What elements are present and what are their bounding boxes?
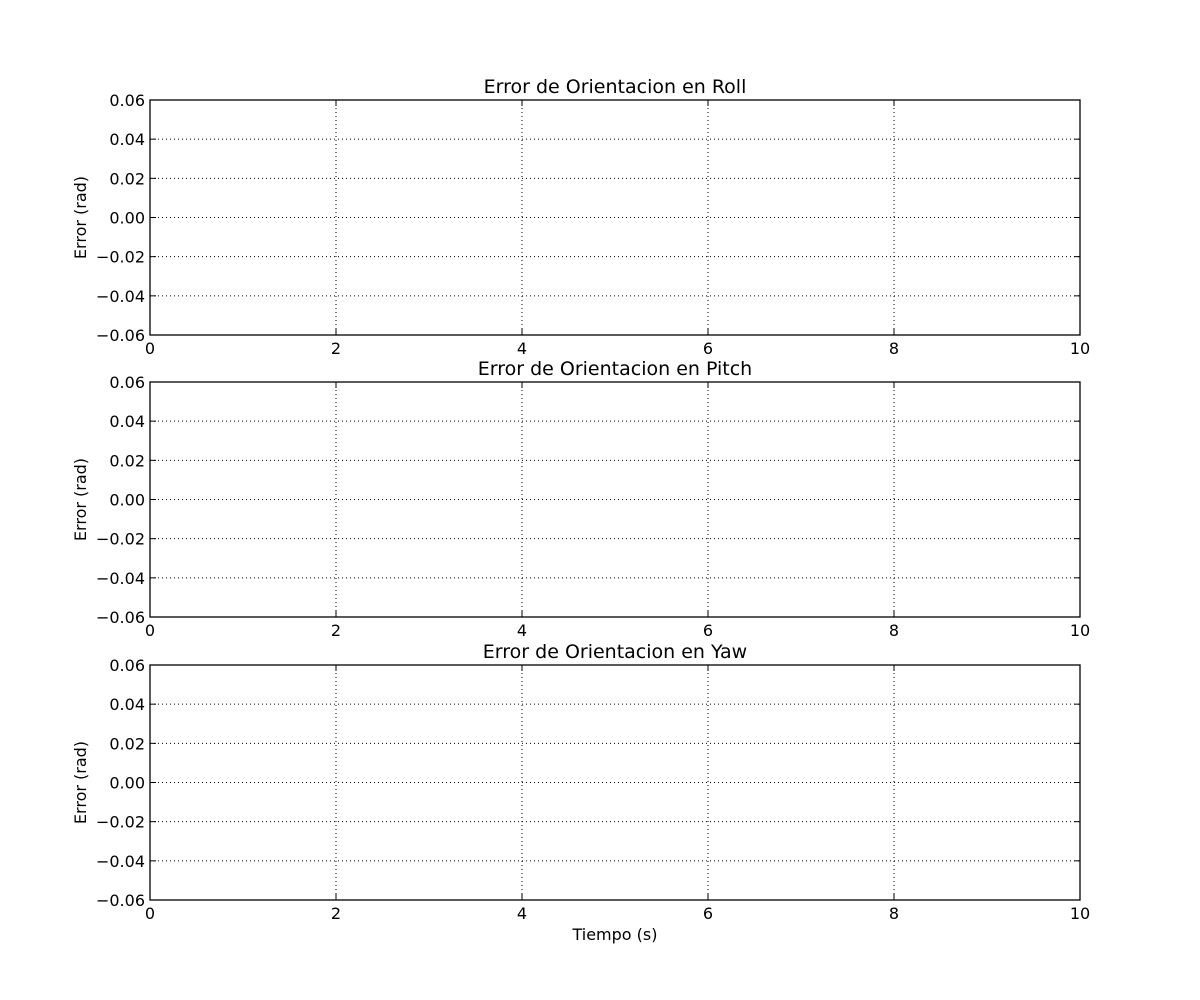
subplot-3: 0.06 0.04 0.02 0.00 −0.02 −0.04 −0.060 2 4 6 8 10 Er…: [71, 641, 1090, 944]
subplot-2: 0.06 0.04 0.02 0.00 −0.02 −0.04 −0.060 2 4 6 8 10 Er…: [71, 358, 1090, 640]
y-tick-label: 0.00: [109, 209, 145, 228]
y-tick-label: 0.04: [109, 412, 145, 431]
x-tick-label: 0: [145, 904, 155, 923]
x-tick-label: 2: [331, 621, 341, 640]
y-tick-label: 0.06: [109, 91, 145, 110]
y-tick-label: 0.02: [109, 451, 145, 470]
x-tick-label: 6: [703, 621, 713, 640]
x-tick-label: 2: [331, 904, 341, 923]
y-tick-label: −0.04: [96, 569, 145, 588]
y-tick-label: −0.02: [96, 530, 145, 549]
x-tick-label: 4: [517, 339, 527, 358]
y-tick-label: 0.06: [109, 373, 145, 392]
x-tick-label: 10: [1070, 904, 1090, 923]
plot-title-2: Error de Orientacion en Pitch: [478, 358, 752, 380]
y-tick-label: 0.06: [109, 656, 145, 675]
plot-title-3: Error de Orientacion en Yaw: [483, 641, 747, 663]
y-tick-label: 0.00: [109, 774, 145, 793]
x-tick-label: 8: [889, 621, 899, 640]
x-tick-label: 2: [331, 339, 341, 358]
x-tick-label: 0: [145, 621, 155, 640]
x-tick-label: 6: [703, 339, 713, 358]
y-tick-label: −0.04: [96, 852, 145, 871]
y-tick-label: −0.06: [96, 608, 145, 627]
plot-frame: [149, 99, 1081, 336]
x-tick-label: 6: [703, 904, 713, 923]
x-tick-label: 4: [517, 621, 527, 640]
y-tick-label: −0.02: [96, 248, 145, 267]
x-axis-label: Tiempo (s): [571, 925, 657, 944]
y-tick-label: 0.02: [109, 169, 145, 188]
x-tick-label: 10: [1070, 621, 1090, 640]
x-tick-label: 10: [1070, 339, 1090, 358]
x-tick-label: 0: [145, 339, 155, 358]
y-tick-label: 0.02: [109, 734, 145, 753]
plot-title-1: Error de Orientacion en Roll: [484, 76, 747, 98]
y-tick-label: 0.04: [109, 695, 145, 714]
y-tick-label: −0.06: [96, 891, 145, 910]
x-tick-label: 8: [889, 339, 899, 358]
x-tick-label: 4: [517, 904, 527, 923]
y-axis-label: Error (rad): [71, 458, 90, 541]
y-tick-label: 0.04: [109, 130, 145, 149]
y-axis-label: Error (rad): [71, 176, 90, 259]
y-tick-label: 0.00: [109, 491, 145, 510]
y-tick-label: −0.06: [96, 326, 145, 345]
y-tick-label: −0.04: [96, 287, 145, 306]
y-tick-label: −0.02: [96, 813, 145, 832]
plot-frame: [149, 381, 1081, 618]
x-tick-label: 8: [889, 904, 899, 923]
y-axis-label: Error (rad): [71, 741, 90, 824]
plot-frame: [149, 664, 1081, 901]
subplot-1: 0.06 0.04 0.02 0.00 −0.02 −0.04 −0.060 2 4 6 8 10 Er…: [71, 76, 1090, 358]
